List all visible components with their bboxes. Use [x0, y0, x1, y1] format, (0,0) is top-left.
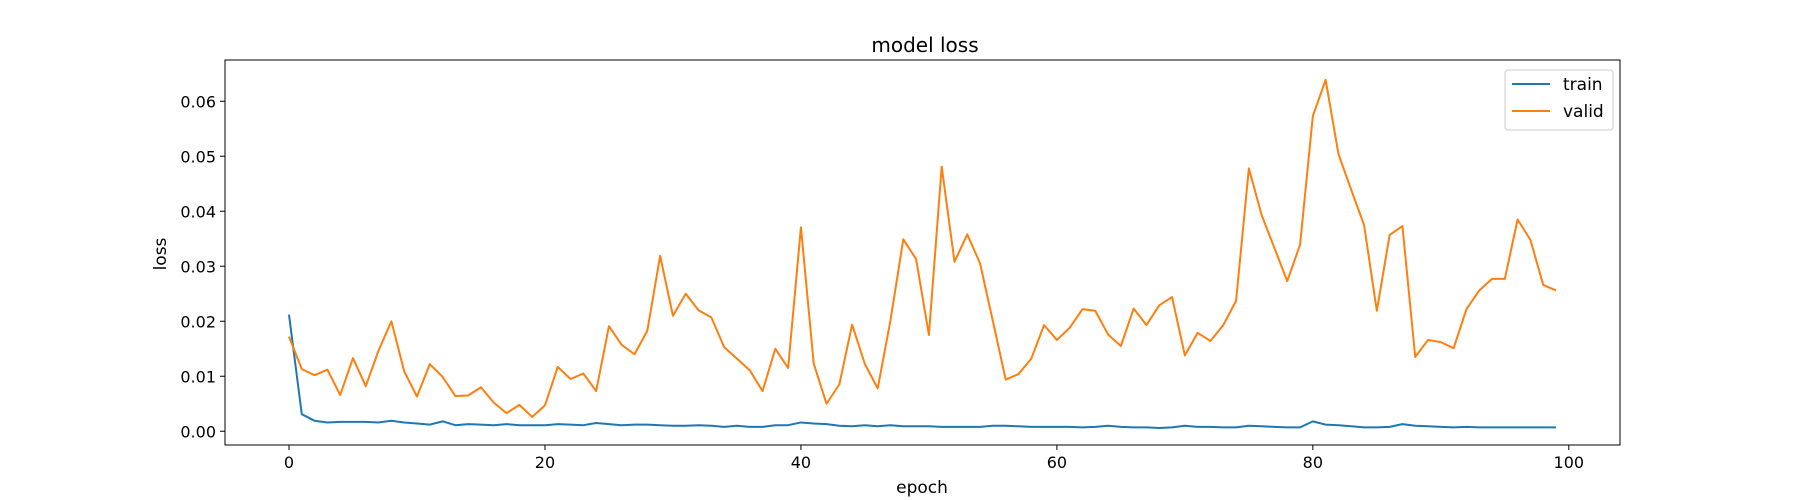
y-axis-title: loss — [151, 237, 171, 270]
plot-frame — [224, 59, 1621, 446]
x-axis-title: epoch — [896, 478, 948, 498]
x-tick-label: 20 — [535, 453, 555, 472]
x-tick-label: 80 — [1303, 453, 1323, 472]
x-tick-label: 0 — [284, 453, 294, 472]
series-layer — [287, 78, 1557, 429]
y-tick-label: 0.06 — [180, 92, 216, 111]
legend-label-train: train — [1563, 75, 1603, 95]
x-tick-label: 60 — [1047, 453, 1067, 472]
y-axis: 0.00 0.01 0.02 0.03 0.04 0.05 0.06 — [180, 92, 225, 441]
legend-label-valid: valid — [1563, 102, 1604, 122]
legend: train valid — [1504, 69, 1614, 131]
x-tick-label: 100 — [1554, 453, 1585, 472]
y-tick-label: 0.02 — [180, 312, 216, 331]
x-axis: 0 20 40 60 80 100 — [284, 445, 1584, 472]
y-tick-label: 0.03 — [180, 257, 216, 276]
chart-title: model loss — [871, 33, 978, 57]
y-tick-label: 0.00 — [180, 422, 216, 441]
y-tick-label: 0.05 — [180, 147, 216, 166]
y-tick-label: 0.04 — [180, 202, 216, 221]
series-line-valid — [288, 78, 1557, 418]
x-tick-label: 40 — [791, 453, 811, 472]
y-tick-label: 0.01 — [180, 367, 216, 386]
series-line-train — [287, 314, 1557, 429]
plot-area: 0 20 40 60 80 100 0.000.010.020.030.040.050.0… — [180, 59, 1621, 472]
